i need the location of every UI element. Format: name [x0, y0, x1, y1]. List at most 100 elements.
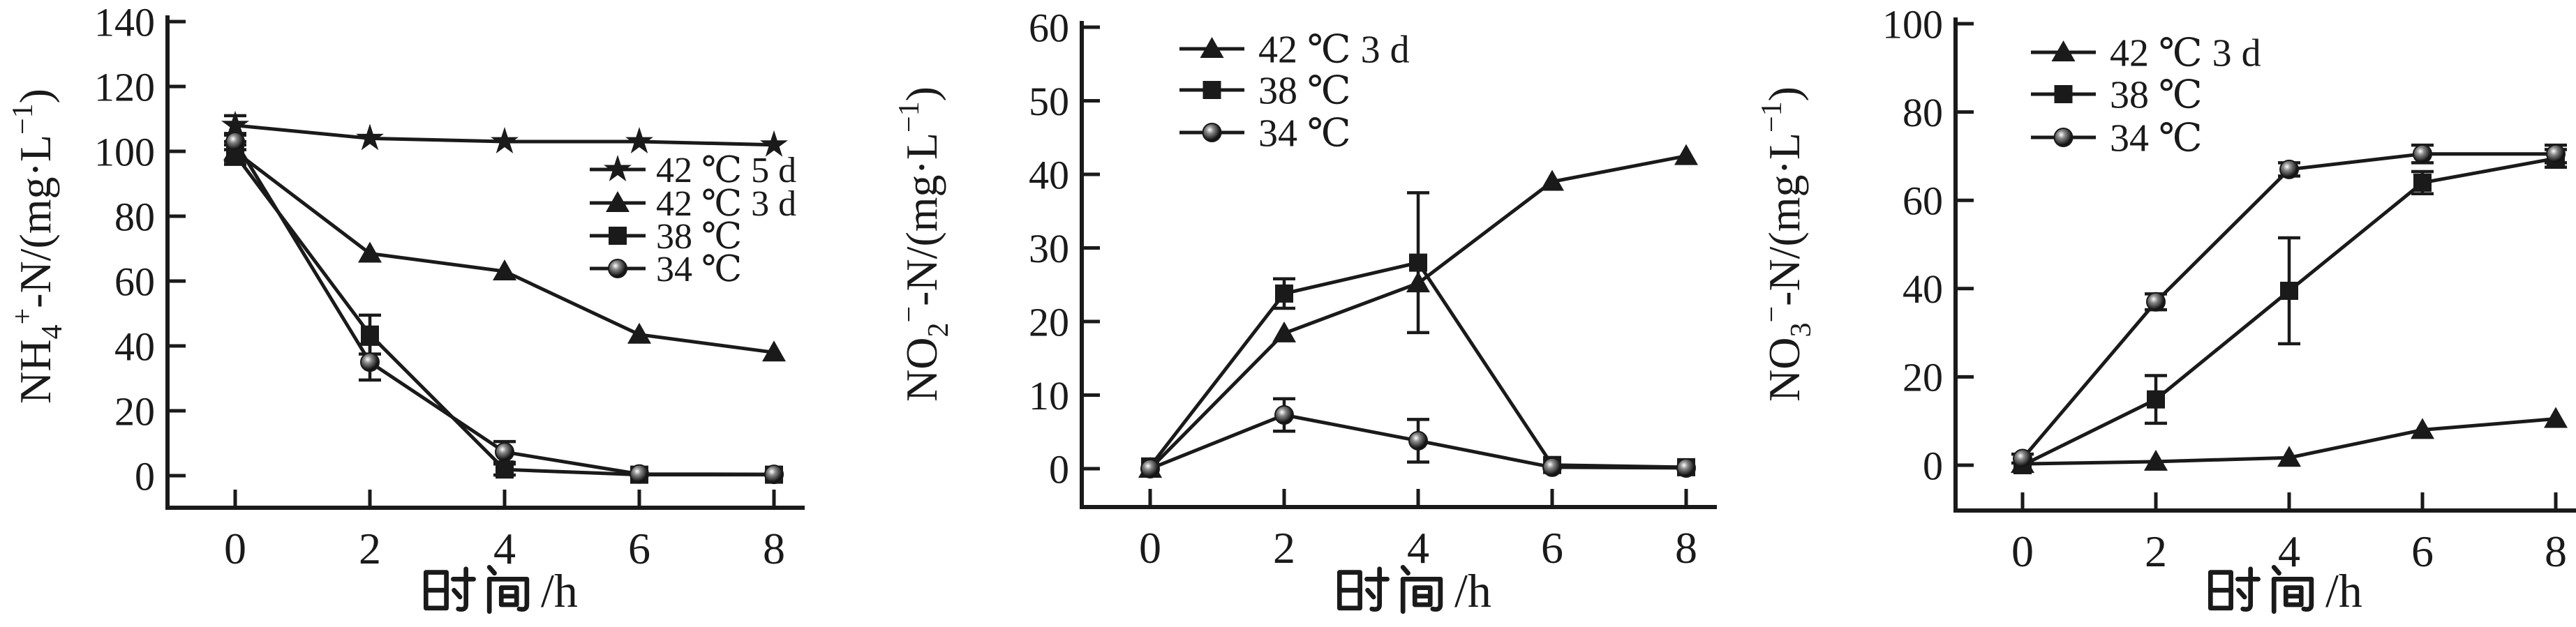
y-tick-label: 100	[94, 129, 155, 174]
legend-label: 34 ℃	[656, 250, 742, 289]
x-tick-label: 2	[359, 524, 381, 573]
marker-triangle	[2544, 407, 2568, 428]
legend-label: 34 ℃	[2110, 117, 2203, 160]
legend-label: 38 ℃	[1258, 70, 1351, 113]
marker-star	[356, 123, 384, 151]
x-tick-label: 6	[1541, 523, 1563, 573]
y-tick-label: 40	[114, 324, 155, 369]
y-tick-label: 60	[1029, 5, 1069, 50]
marker-circle	[1408, 430, 1428, 451]
legend: 42 ℃ 5 d42 ℃ 3 d38 ℃34 ℃	[590, 151, 796, 289]
marker-square	[1409, 253, 1427, 272]
marker-circle	[2013, 448, 2032, 469]
chart-no2: 0 10 20 30 40 50 60 0 2 4 6 8 NO2−-N/(mg·L−1) /h 42 ℃ …	[893, 5, 1717, 617]
y-tick-label: 140	[94, 0, 155, 45]
marker-triangle	[627, 322, 651, 344]
marker-star	[221, 110, 249, 137]
marker-star	[604, 155, 632, 181]
marker-square	[2413, 173, 2432, 192]
y-tick-label: 0	[135, 453, 155, 499]
y-tick-label: 60	[114, 259, 155, 304]
marker-square	[1275, 284, 1293, 303]
x-tick-label: 0	[2011, 527, 2034, 576]
x-tick-label: 4	[1407, 523, 1429, 573]
y-axis-label: NH4+-N/(mg·L−1)	[7, 89, 68, 404]
x-tick-label: 8	[2545, 527, 2567, 576]
legend-label: 42 ℃ 5 d	[656, 151, 796, 190]
marker-square	[609, 227, 627, 245]
tick-labels: 0 20 40 60 80 100 0 2 4 6 8	[1882, 1, 2567, 576]
tick-labels: 0 10 20 30 40 50 60 0 2 4 6 8	[1029, 5, 1697, 573]
axis	[165, 15, 805, 510]
cjk-shi-glyph	[2208, 566, 2261, 612]
ticks	[170, 20, 776, 506]
y-tick-label: 0	[1923, 443, 1943, 488]
x-tick-label: 0	[224, 524, 246, 573]
x-tick-label: 6	[628, 524, 650, 573]
chart-no3-panel: 0 20 40 60 80 100 0 2 4 6 8 NO3−-N/(mg·L−1) /h 42 ℃ 3…	[1717, 0, 2576, 627]
marker-circle	[1202, 123, 1222, 142]
marker-circle	[630, 464, 649, 484]
marker-circle	[764, 464, 784, 485]
y-axis-label: NO3−-N/(mg·L−1)	[1756, 86, 1817, 402]
y-tick-label: 50	[1029, 79, 1069, 124]
ticks	[1958, 22, 2558, 508]
tick-labels: 0 20 40 60 80 100 120 140 0 2 4 6 8	[94, 0, 785, 573]
marker-square	[2280, 281, 2298, 300]
marker-square	[2054, 85, 2073, 103]
y-tick-label: 20	[1029, 299, 1069, 345]
series-circle	[2011, 143, 2567, 469]
marker-square	[2147, 390, 2165, 409]
marker-circle	[2413, 144, 2432, 164]
marker-square	[1203, 81, 1221, 99]
y-tick-label: 60	[1903, 179, 1943, 224]
x-tick-label: 2	[1273, 523, 1295, 573]
x-tick-label: 8	[1675, 523, 1697, 573]
marker-circle	[2546, 144, 2566, 164]
x-tick-label: 8	[763, 524, 785, 573]
x-axis-label-unit: /h	[2325, 564, 2362, 617]
y-tick-label: 10	[1029, 373, 1069, 418]
marker-triangle	[2277, 446, 2301, 467]
marker-star	[491, 127, 519, 153]
marker-triangle	[2051, 40, 2076, 61]
axis	[1953, 17, 2576, 513]
legend-label: 38 ℃	[2110, 74, 2203, 117]
marker-triangle	[358, 241, 382, 263]
marker-circle	[495, 442, 514, 462]
marker-triangle	[1674, 144, 1698, 165]
chart-nh4: 0 20 40 60 80 100 120 140 0 2 4 6 8 NH4+-N/(mg·L−1) /h…	[7, 0, 805, 617]
marker-square	[361, 325, 379, 344]
x-axis-label: /h	[2208, 564, 2362, 617]
marker-circle	[1140, 459, 1160, 478]
x-tick-label: 4	[2278, 527, 2300, 576]
y-tick-label: 20	[1903, 355, 1943, 400]
marker-triangle	[493, 259, 516, 281]
y-tick-label: 40	[1903, 266, 1943, 312]
axis	[1080, 21, 1717, 509]
marker-triangle	[1540, 169, 1564, 191]
y-tick-label: 40	[1029, 152, 1069, 197]
cjk-shi-glyph	[1337, 566, 1390, 612]
x-axis-label: /h	[423, 564, 578, 617]
x-tick-label: 2	[2145, 527, 2167, 576]
x-tick-label: 0	[1139, 523, 1161, 573]
series-star	[221, 110, 788, 157]
marker-circle	[2279, 159, 2299, 179]
marker-circle	[1542, 457, 1562, 477]
marker-triangle	[606, 191, 630, 212]
y-tick-label: 120	[94, 64, 155, 109]
y-tick-label: 0	[1049, 446, 1069, 492]
marker-circle	[2053, 128, 2074, 147]
marker-circle	[225, 132, 245, 152]
marker-triangle	[2144, 449, 2168, 471]
marker-star	[625, 127, 653, 153]
y-axis-label: NO2−-N/(mg·L−1)	[893, 86, 955, 402]
marker-circle	[2146, 292, 2166, 312]
x-tick-label: 4	[493, 524, 516, 573]
series-circle	[1140, 397, 1696, 478]
y-tick-label: 30	[1029, 226, 1069, 271]
y-tick-label: 100	[1882, 1, 1943, 47]
legend-label: 34 ℃	[1258, 112, 1351, 156]
